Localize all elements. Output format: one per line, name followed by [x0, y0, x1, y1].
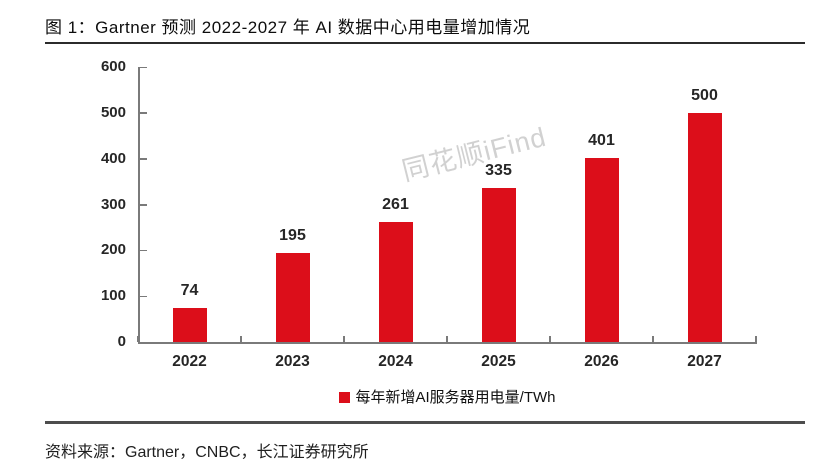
bar-value-label: 74	[180, 282, 199, 300]
legend-series-label: 每年新增AI服务器用电量/TWh	[355, 388, 556, 406]
y-tick-label: 200	[100, 241, 126, 259]
y-tick-label: 0	[117, 333, 126, 350]
bar-value-label: 335	[485, 162, 512, 180]
y-tick-mark	[140, 158, 147, 160]
bar	[172, 308, 207, 342]
legend-color-swatch-icon	[339, 391, 351, 403]
legend: 每年新增AI服务器用电量/TWh	[138, 387, 757, 407]
y-tick-label: 400	[100, 149, 126, 167]
y-tick-label: 100	[100, 287, 126, 305]
y-tick-mark	[140, 66, 147, 68]
y-tick-mark	[140, 341, 147, 343]
x-tick-label: 2022	[172, 353, 207, 370]
bar-value-label: 195	[279, 226, 306, 244]
x-tick-mark	[549, 336, 551, 342]
y-axis-line	[138, 67, 140, 343]
x-tick-mark	[240, 336, 242, 342]
source-text: 资料来源：Gartner，CNBC，长江证券研究所	[45, 444, 369, 461]
y-tick-mark	[140, 112, 147, 114]
bar	[481, 188, 516, 342]
x-tick-label: 2025	[481, 353, 516, 370]
bar-value-label: 261	[382, 196, 409, 214]
bar	[687, 112, 722, 342]
x-tick-label: 2024	[378, 353, 413, 370]
x-tick-mark	[652, 336, 654, 342]
bar-value-label: 401	[588, 132, 615, 150]
y-tick-mark	[140, 204, 147, 206]
x-tick-mark	[446, 336, 448, 342]
figure-title: 图 1：Gartner 预测 2022-2027 年 AI 数据中心用电量增加情…	[45, 18, 531, 37]
y-tick-mark	[140, 249, 147, 252]
x-tick-label: 2026	[584, 353, 619, 370]
x-tick-mark	[137, 336, 139, 342]
bar	[275, 252, 310, 342]
x-tick-label: 2023	[275, 353, 310, 370]
x-tick-label: 2027	[687, 353, 722, 370]
bar	[584, 158, 619, 342]
y-tick-label: 300	[100, 195, 126, 213]
y-tick-label: 600	[100, 58, 126, 75]
separator-line	[45, 421, 805, 424]
title-underline	[45, 42, 805, 44]
x-axis-line	[138, 342, 757, 344]
bar-value-label: 500	[691, 86, 718, 104]
x-tick-mark	[343, 336, 345, 342]
bar	[378, 222, 413, 342]
y-tick-label: 500	[100, 103, 126, 121]
x-tick-mark	[755, 336, 757, 342]
y-tick-mark	[140, 295, 147, 298]
